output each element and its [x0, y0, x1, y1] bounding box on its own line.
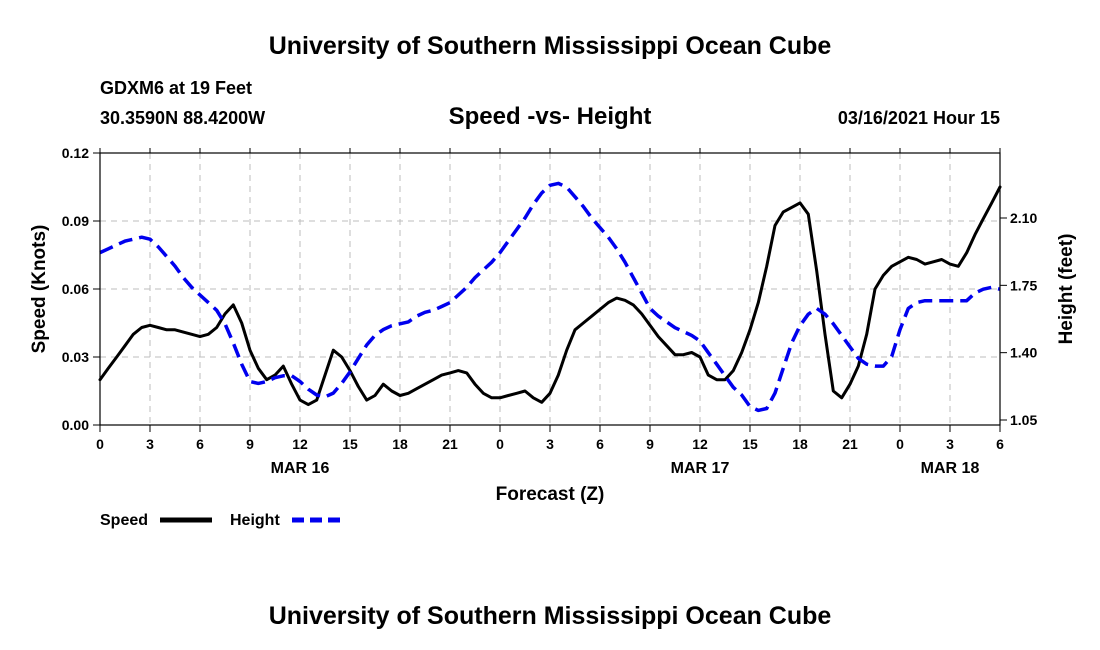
y-left-tick-label: 0.09: [62, 213, 89, 229]
x-tick-label: 3: [146, 436, 154, 452]
tick-labels: 0 3 6 9 12 15 18 21 0 3 6 9 12 15 18 21 0 3 6 0.00 0.03 0.06 0…: [62, 145, 1038, 477]
x-tick-label: 9: [646, 436, 654, 452]
timestamp-label: 03/16/2021 Hour 15: [838, 108, 1000, 128]
x-tick-label: 3: [946, 436, 954, 452]
y-right-tick-label: 1.75: [1010, 277, 1037, 293]
x-tick-label: 18: [392, 436, 408, 452]
x-tick-label: 0: [96, 436, 104, 452]
station-label: GDXM6 at 19 Feet: [100, 78, 252, 98]
y-right-tick-label: 1.05: [1010, 412, 1037, 428]
speed-series-line: [98, 185, 1002, 407]
x-tick-label: 3: [546, 436, 554, 452]
footer-title: University of Southern Mississippi Ocean…: [269, 602, 832, 630]
axis-ticks: [93, 148, 1007, 432]
y-left-tick-label: 0.12: [62, 145, 89, 161]
x-tick-label: 6: [996, 436, 1004, 452]
y-left-tick-label: 0.06: [62, 281, 89, 297]
date-label: MAR 16: [271, 460, 330, 477]
y-right-axis-label: Height (feet): [1056, 234, 1077, 345]
x-tick-label: 0: [896, 436, 904, 452]
y-right-tick-label: 1.40: [1010, 345, 1037, 361]
legend-height-label: Height: [230, 512, 280, 529]
legend-speed-label: Speed: [100, 512, 148, 529]
x-tick-label: 6: [596, 436, 604, 452]
legend: Speed Height: [100, 512, 344, 529]
x-tick-label: 15: [342, 436, 358, 452]
y-left-tick-label: 0.00: [62, 417, 89, 433]
x-tick-label: 12: [292, 436, 308, 452]
height-series-line: [99, 181, 1001, 413]
grid: [100, 153, 1000, 425]
x-axis-label: Forecast (Z): [496, 484, 605, 505]
chart-title: Speed -vs- Height: [449, 103, 652, 130]
y-left-tick-label: 0.03: [62, 349, 89, 365]
x-tick-label: 15: [742, 436, 758, 452]
x-tick-label: 21: [442, 436, 458, 452]
y-right-tick-label: 2.10: [1010, 210, 1037, 226]
header-title: University of Southern Mississippi Ocean…: [269, 32, 832, 60]
date-label: MAR 17: [671, 460, 730, 477]
y-left-axis-label: Speed (Knots): [29, 225, 50, 354]
location-label: 30.3590N 88.4200W: [100, 108, 265, 128]
x-tick-label: 12: [692, 436, 708, 452]
series-lines: [98, 181, 1002, 413]
date-label: MAR 18: [921, 460, 980, 477]
x-tick-label: 0: [496, 436, 504, 452]
x-tick-label: 6: [196, 436, 204, 452]
x-tick-label: 9: [246, 436, 254, 452]
x-tick-label: 18: [792, 436, 808, 452]
x-tick-label: 21: [842, 436, 858, 452]
